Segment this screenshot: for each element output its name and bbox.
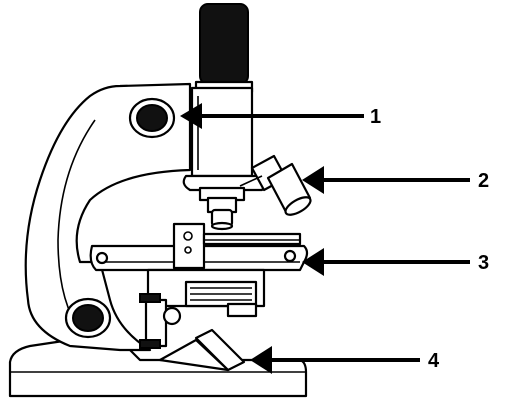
mirror — [158, 328, 246, 372]
label-2: 2 — [478, 170, 489, 192]
stage-clip — [172, 222, 302, 270]
objective-lens-angled — [239, 154, 312, 216]
pointer-arrow-3 — [302, 248, 470, 276]
body-tube — [190, 86, 254, 178]
pointer-arrow-4 — [250, 346, 420, 374]
coarse-focus-knob-lower — [64, 297, 112, 339]
label-4: 4 — [428, 350, 440, 372]
condenser-assembly — [139, 268, 266, 349]
label-3: 3 — [478, 252, 489, 274]
microscope-base — [8, 338, 308, 398]
microscope-arm — [24, 82, 192, 352]
pointer-arrow-1 — [180, 103, 364, 129]
eyepiece — [194, 3, 254, 94]
coarse-focus-knob-upper — [128, 97, 176, 139]
objective-lens-low — [206, 196, 238, 231]
pointer-arrow-2 — [302, 166, 470, 194]
label-1: 1 — [370, 106, 381, 128]
